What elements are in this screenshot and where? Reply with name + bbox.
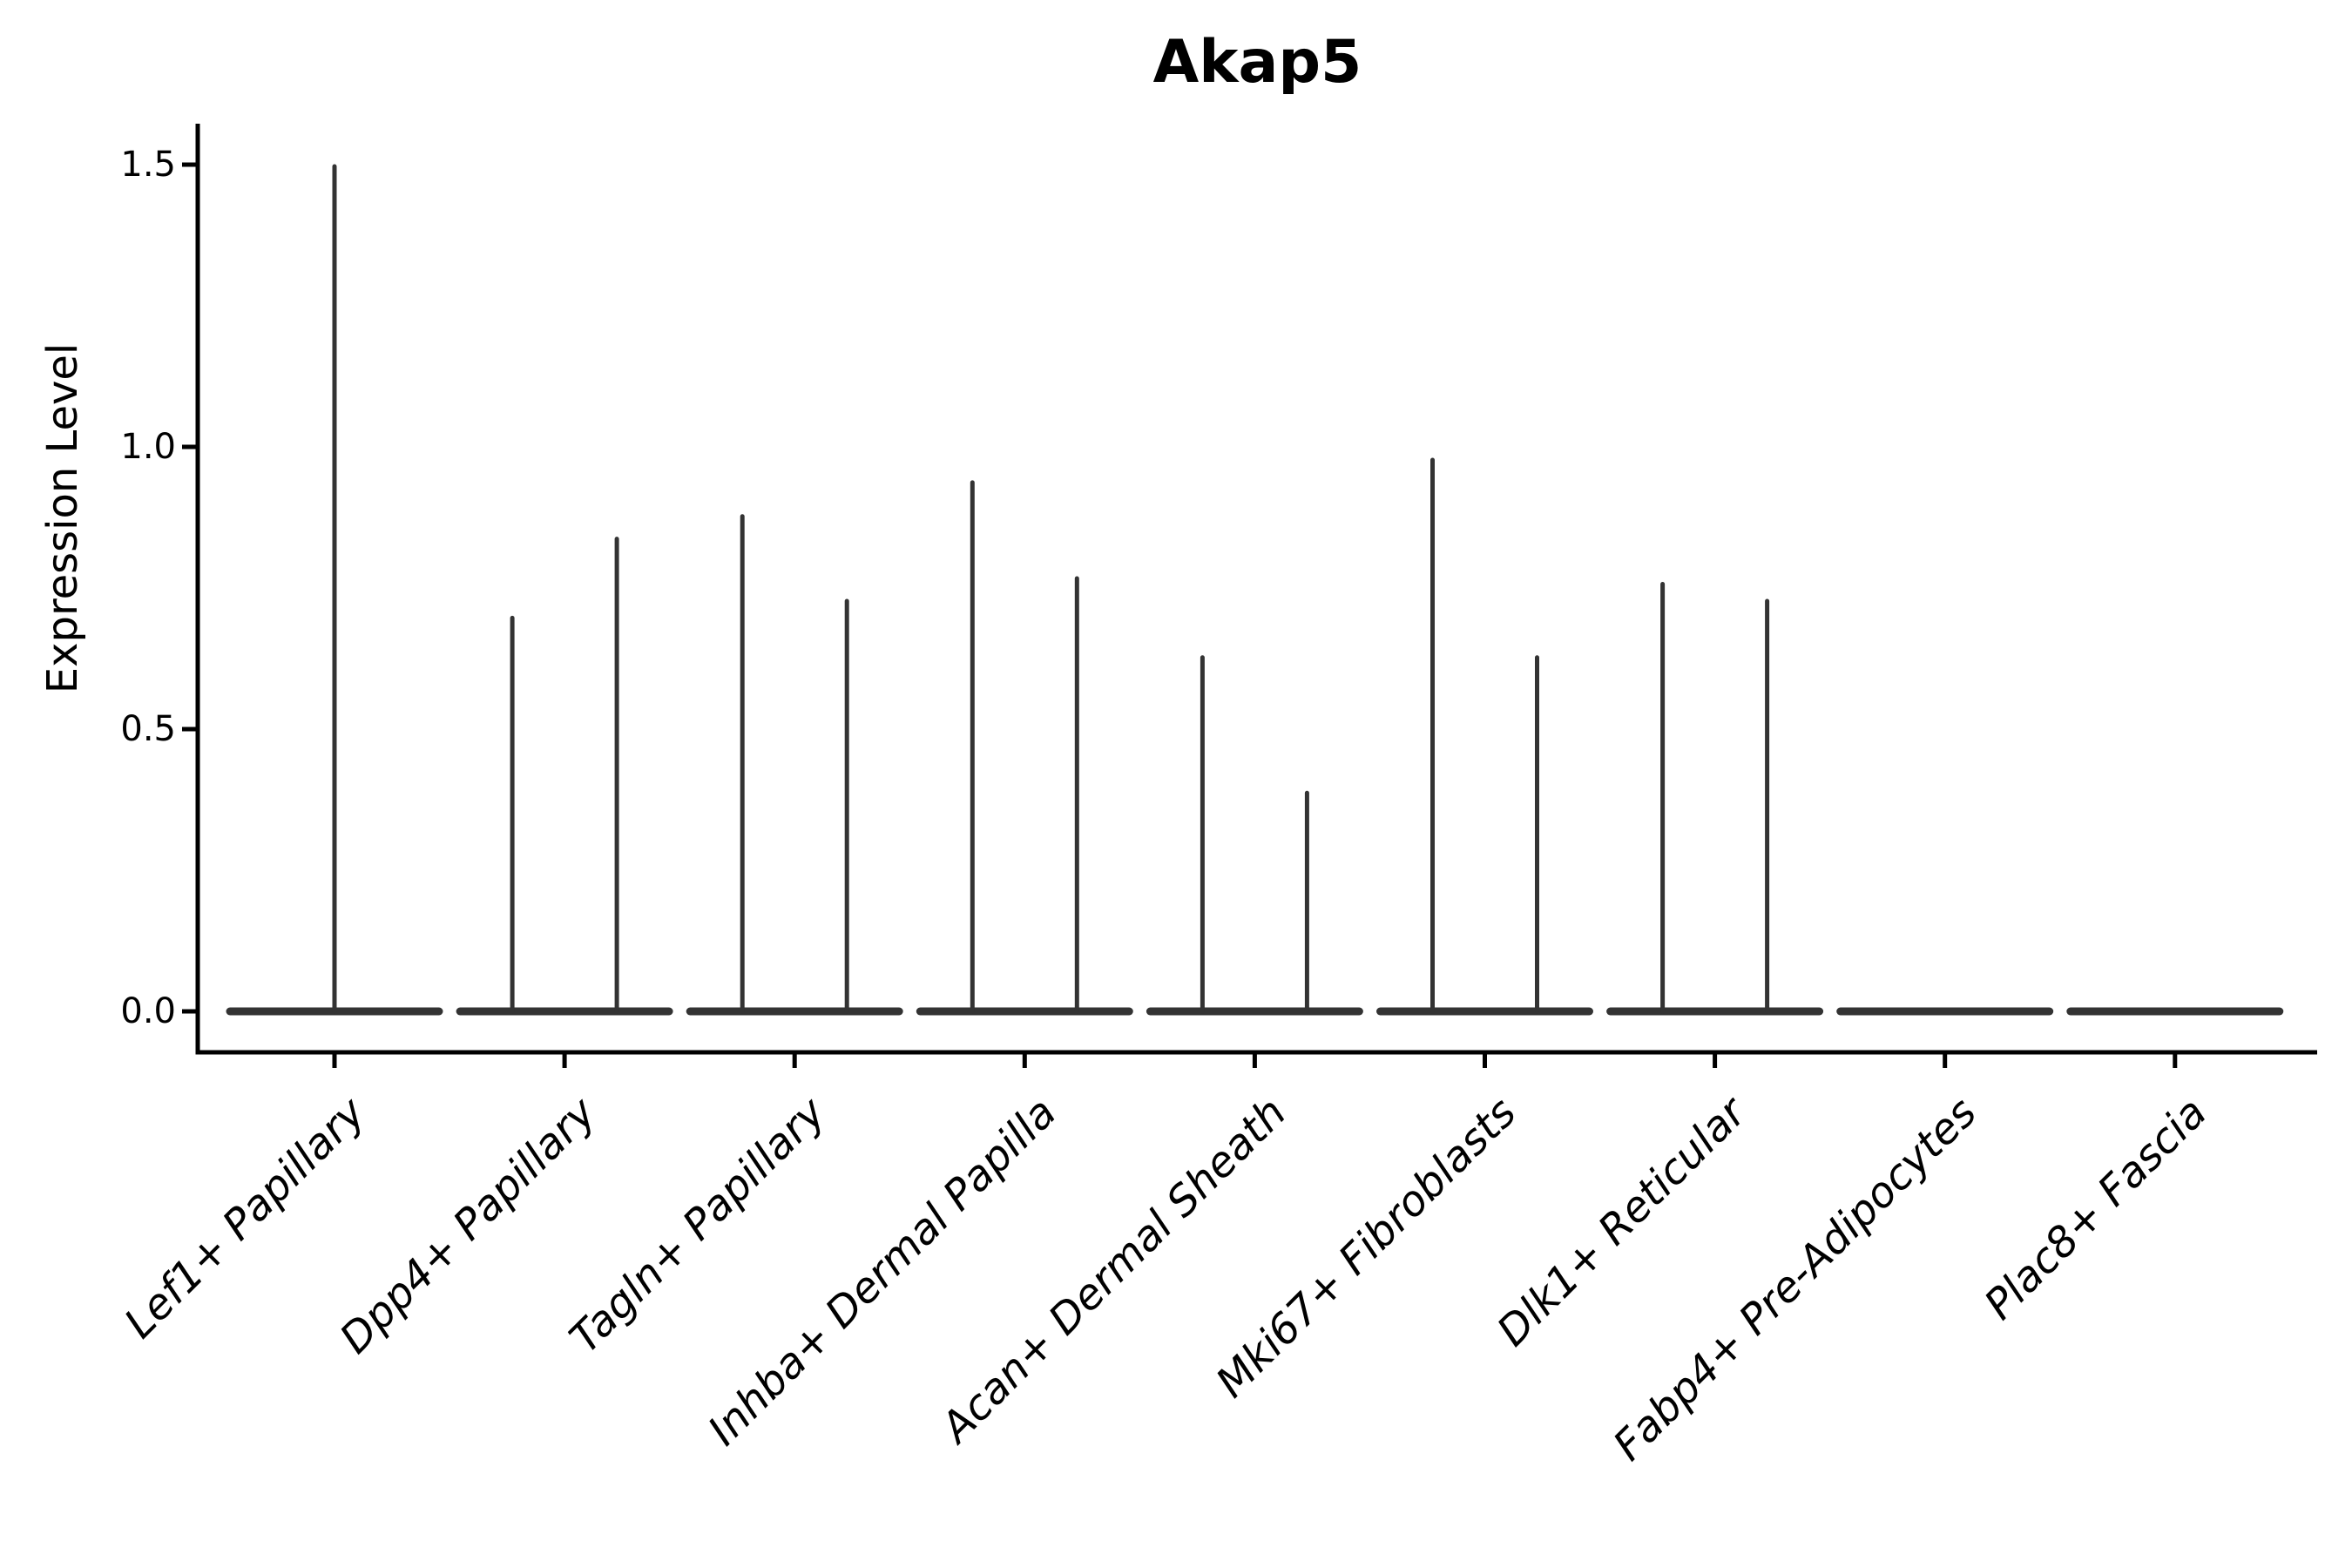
- y-tick-label: 1.0: [120, 427, 176, 467]
- y-tick-label: 1.5: [120, 145, 176, 185]
- y-tick-label: 0.5: [120, 709, 176, 749]
- y-axis-title: Expression Level: [38, 342, 87, 694]
- y-tick-label: 0.0: [120, 991, 176, 1031]
- chart-title: Akap5: [1152, 28, 1362, 97]
